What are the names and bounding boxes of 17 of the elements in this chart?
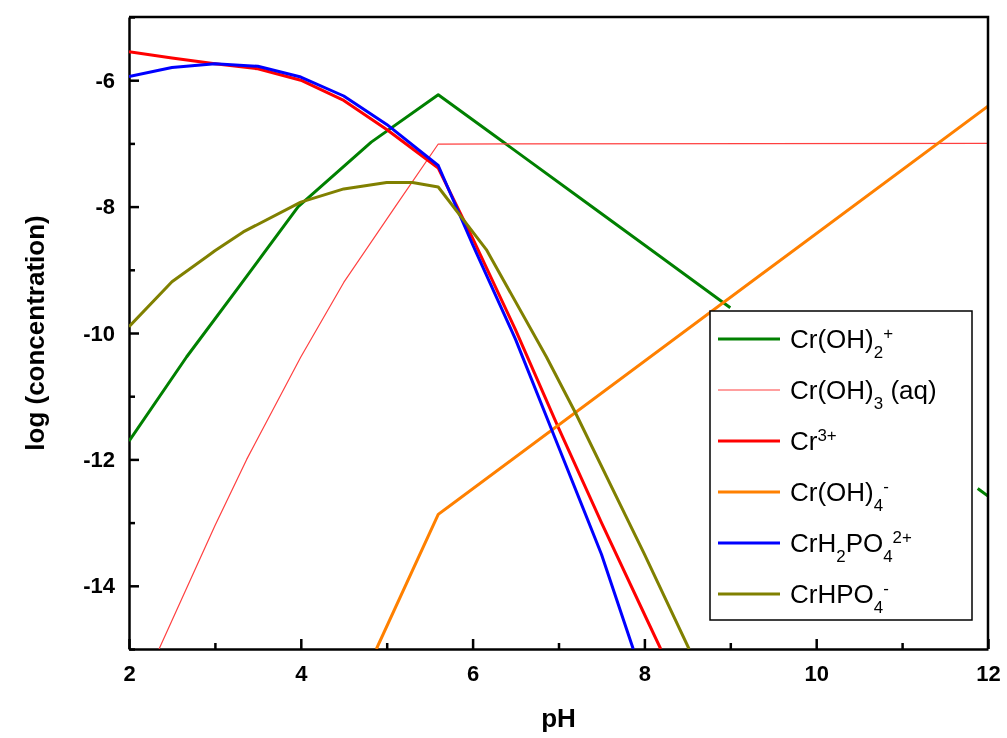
- legend-label: Cr$^{3+}$: [790, 425, 837, 456]
- line-series: [129, 181, 691, 649]
- x-tick-label: 6: [466, 660, 480, 686]
- y-tick-label: -12: [83, 446, 115, 472]
- y-tick-label: -8: [95, 194, 115, 220]
- y-tick-label: -6: [95, 67, 115, 93]
- x-tick-label: 4: [295, 660, 309, 686]
- x-tick-label: 2: [123, 660, 136, 686]
- y-axis-title: log (concentration): [20, 215, 50, 451]
- y-tick-label: -14: [83, 573, 116, 599]
- x-tick-label: 8: [638, 660, 652, 686]
- line-series: [158, 142, 988, 649]
- x-axis-title: pH: [541, 703, 576, 733]
- x-tick-label: 10: [804, 660, 829, 686]
- y-tick-label: -10: [83, 320, 115, 346]
- x-tick-label: 12: [976, 660, 1001, 686]
- legend-label: Cr(OH)$_{3}$ (aq): [790, 375, 937, 413]
